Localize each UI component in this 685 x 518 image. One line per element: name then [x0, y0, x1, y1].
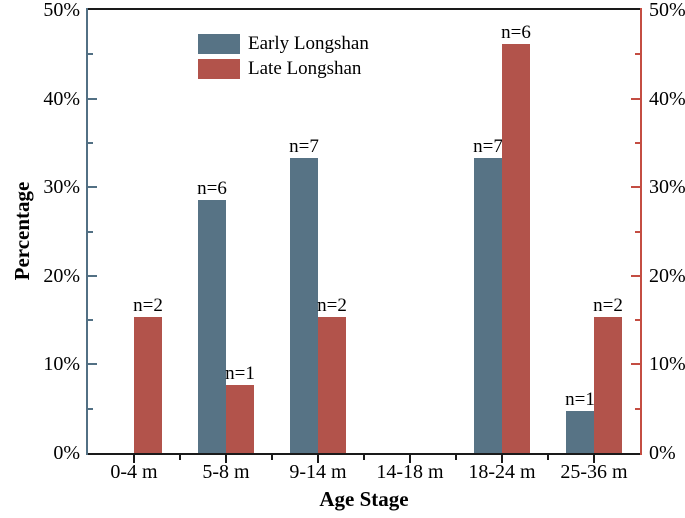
right-y-tick-label: 20% [649, 264, 685, 287]
x-major-tick [501, 455, 503, 463]
right-y-tick-label: 0% [649, 442, 676, 464]
top-axis-line [86, 8, 642, 10]
right-y-tick [635, 407, 640, 410]
right-y-tick [631, 363, 640, 366]
right-y-tick [635, 53, 640, 56]
bar-late-longshan-9-14m [318, 316, 346, 453]
right-y-tick-label: 10% [649, 353, 685, 376]
bar-late-longshan-18-24m [502, 43, 530, 453]
left-y-tick-label: 30% [43, 176, 80, 199]
x-major-tick [133, 455, 135, 463]
x-tick-label: 14-18 m [376, 461, 444, 483]
bar-early-longshan-25-36m [566, 410, 594, 453]
left-y-tick-label: 20% [43, 264, 80, 287]
right-y-tick [631, 274, 640, 277]
x-tick-label: 25-36 m [560, 461, 628, 483]
bar-late-longshan-5-8m [226, 384, 254, 453]
right-y-tick [631, 97, 640, 100]
left-y-tick [88, 186, 97, 189]
right-y-tick-label: 30% [649, 176, 685, 199]
x-major-tick [225, 455, 227, 463]
left-y-tick-label: 50% [43, 0, 80, 21]
x-axis-title: Age Stage [319, 487, 409, 511]
bar-count-label: n=6 [197, 177, 227, 199]
bar-count-label: n=2 [593, 294, 623, 316]
bar-count-label: n=7 [473, 136, 503, 157]
bar-early-longshan-18-24m [474, 158, 502, 453]
left-y-tick-label: 10% [43, 353, 80, 376]
x-minor-tick [455, 455, 457, 460]
bar-count-label: n=2 [133, 294, 163, 316]
bar-early-longshan-5-8m [198, 199, 226, 453]
bottom-axis-line [86, 453, 642, 455]
left-y-tick-label: 0% [53, 442, 80, 464]
left-y-tick [88, 319, 93, 322]
right-y-tick [635, 319, 640, 322]
bar-late-longshan-0-4m [134, 316, 162, 453]
x-minor-tick [547, 455, 549, 460]
bar-early-longshan-9-14m [290, 158, 318, 453]
y-axis-title: Percentage [10, 181, 34, 281]
bar-count-label: n=6 [501, 21, 531, 43]
legend-label-late-longshan: Late Longshan [248, 58, 362, 79]
x-minor-tick [179, 455, 181, 460]
x-tick-label: 9-14 m [289, 461, 347, 483]
bar-late-longshan-25-36m [594, 316, 622, 453]
left-y-tick [88, 274, 97, 277]
late-longshan-swatch [198, 59, 240, 79]
x-tick-label: 0-4 m [110, 461, 158, 483]
x-tick-label: 18-24 m [468, 461, 536, 483]
x-major-tick [317, 455, 319, 463]
bar-count-label: n=2 [317, 294, 347, 316]
left-y-tick-label: 40% [43, 87, 80, 110]
x-major-tick [593, 455, 595, 463]
right-y-tick-label: 40% [649, 87, 685, 110]
x-major-tick [409, 455, 411, 463]
legend-label-early-longshan: Early Longshan [248, 33, 369, 54]
right-y-tick [631, 186, 640, 189]
left-y-tick [88, 363, 97, 366]
bar-count-label: n=7 [289, 136, 319, 157]
early-longshan-swatch [198, 34, 240, 54]
right-y-axis-line [640, 8, 642, 455]
bar-count-label: n=1 [565, 388, 595, 410]
left-y-tick [88, 97, 97, 100]
right-y-tick [635, 230, 640, 233]
x-tick-label: 5-8 m [202, 461, 250, 483]
right-y-tick-label: 50% [649, 0, 685, 21]
left-y-tick [88, 407, 93, 410]
x-minor-tick [363, 455, 365, 460]
left-y-tick [88, 230, 93, 233]
plot-area: n=6 n=7 n=7 n=1 n=2 n=1 n=2 n=6 n=2 Early Longsh… [88, 10, 640, 453]
right-y-tick [635, 141, 640, 144]
left-y-tick [88, 53, 93, 56]
x-minor-tick [271, 455, 273, 460]
bar-count-label: n=1 [225, 362, 255, 384]
left-y-axis-line [86, 8, 88, 455]
left-y-tick [88, 141, 93, 144]
